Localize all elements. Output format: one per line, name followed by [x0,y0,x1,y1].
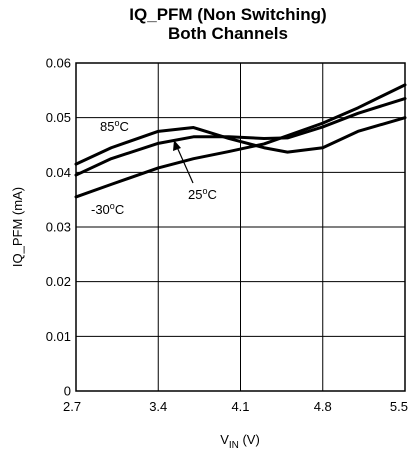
label-arrowhead-25c [173,140,181,151]
series-line-2 [74,83,407,199]
series-label-neg30c-tail: C [115,202,124,217]
y-tick-label: 0.02 [46,274,71,289]
series-line-0 [74,116,407,166]
series-label-85c-main: 85 [100,119,114,134]
x-tick-label: 3.4 [149,399,167,414]
x-axis-label-subscript: IN [229,440,239,451]
chart-title: IQ_PFM (Non Switching) [129,5,326,24]
series-label-85c-tail: C [119,119,128,134]
y-tick-label: 0.05 [46,110,71,125]
y-tick-label: 0.04 [46,165,71,180]
y-tick-label: 0.03 [46,220,71,235]
x-tick-label: 5.5 [390,399,408,414]
series-label-25c-tail: C [207,187,216,202]
x-axis-label: VIN (V) [220,432,260,451]
label-leader-25c [176,146,194,184]
y-axis-label: IQ_PFM (mA) [10,187,25,267]
series-label-25c: 25oC [188,186,217,202]
x-axis-label-unit: (V) [239,432,260,447]
series-label-neg30c-sup: o [110,201,115,211]
series-line-1 [74,97,407,177]
grid-lines [76,63,405,391]
y-tick-label: 0.01 [46,329,71,344]
series-label-neg30c-main: -30 [91,202,110,217]
y-tick-label: 0 [64,384,71,399]
x-axis-label-main: V [220,432,229,447]
y-tick-label: 0.06 [46,56,71,71]
chart-subtitle: Both Channels [168,24,288,43]
x-tick-labels: 2.7 3.4 4.1 4.8 5.5 [63,399,408,414]
series-label-25c-sup: o [202,186,207,196]
y-tick-labels: 0 0.01 0.02 0.03 0.04 0.05 0.06 [46,56,71,399]
x-tick-label: 4.1 [231,399,249,414]
series-label-25c-main: 25 [188,187,202,202]
series-label-85c-sup: o [114,118,119,128]
series-label-85c: 85oC [100,118,129,134]
x-tick-label: 2.7 [63,399,81,414]
series-lines [74,83,407,199]
plot-frame [75,62,406,392]
series-label-neg30c: -30oC [91,201,124,217]
x-tick-label: 4.8 [314,399,332,414]
